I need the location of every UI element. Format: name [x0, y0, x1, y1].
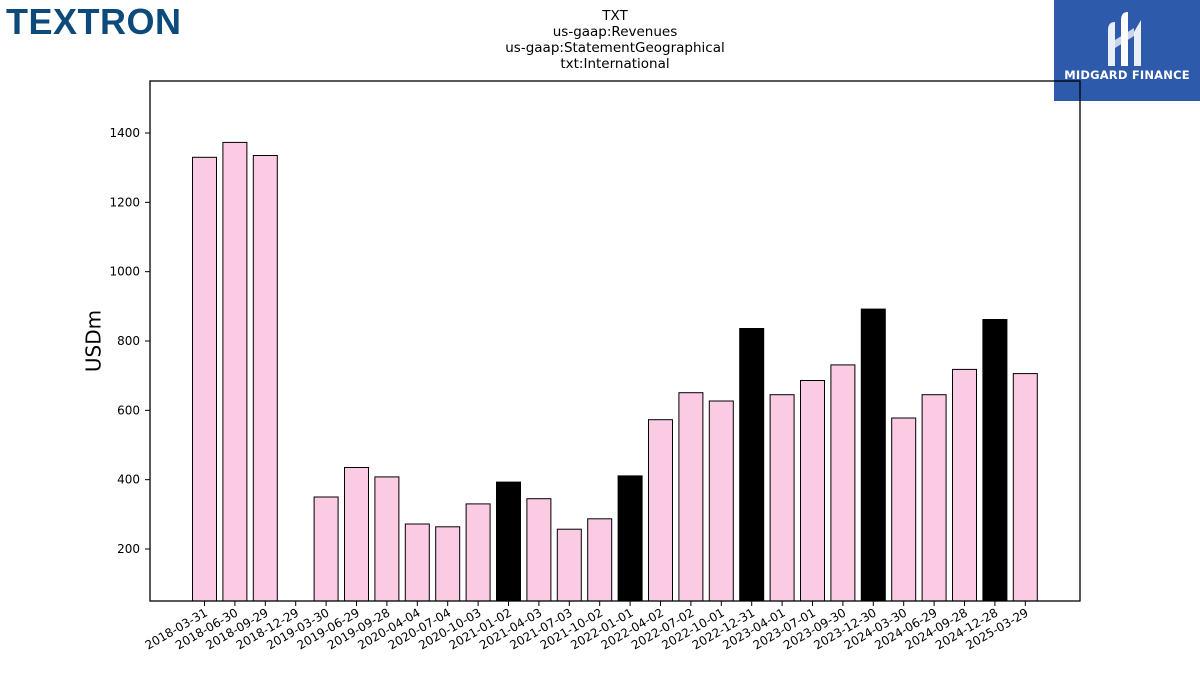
- y-tick-label: 1000: [109, 265, 140, 279]
- bar: [891, 417, 917, 602]
- bars-layer: [192, 141, 1038, 602]
- chart-title-line: TXT: [601, 8, 628, 24]
- bar: [526, 498, 552, 602]
- bar: [678, 392, 704, 602]
- bar: [404, 523, 430, 602]
- chart-title-line: us-gaap:Revenues: [553, 24, 678, 40]
- bar: [860, 308, 886, 602]
- bar: [830, 364, 856, 602]
- bar: [587, 518, 613, 602]
- bar: [617, 475, 643, 602]
- y-tick-label: 200: [117, 542, 140, 556]
- bar: [344, 467, 369, 602]
- bar: [435, 526, 461, 602]
- chart-title-line: us-gaap:StatementGeographical: [505, 40, 724, 56]
- bar: [921, 394, 947, 602]
- bar: [800, 380, 825, 602]
- bar: [192, 156, 217, 602]
- bar: [708, 400, 734, 602]
- bar: [739, 328, 765, 602]
- y-tick-label: 1400: [109, 126, 140, 140]
- bar: [313, 496, 339, 602]
- bar: [465, 503, 491, 602]
- midgard-m-icon: [1108, 12, 1141, 66]
- chart-title: TXTus-gaap:Revenuesus-gaap:StatementGeog…: [505, 8, 724, 72]
- x-axis: 2018-03-312018-06-302018-09-292018-12-29…: [143, 601, 1031, 652]
- bar: [648, 419, 673, 602]
- bar: [496, 481, 521, 602]
- y-tick-label: 600: [117, 403, 140, 417]
- y-axis-label: USDm: [82, 310, 106, 372]
- bar: [252, 155, 278, 602]
- textron-logo: TEXTRON: [6, 1, 182, 42]
- bar: [982, 319, 1008, 602]
- bar: [222, 141, 248, 602]
- midgard-brand-text: MIDGARD FINANCE: [1064, 68, 1190, 82]
- y-tick-label: 400: [117, 473, 140, 487]
- chart-title-line: txt:International: [560, 56, 669, 72]
- bar: [374, 476, 400, 602]
- y-tick-label: 1200: [109, 195, 140, 209]
- plot-frame: [149, 80, 1081, 602]
- y-axis: 200 400 600 800 1000 1200 1400: [109, 126, 150, 556]
- bar: [769, 394, 795, 602]
- y-tick-label: 800: [117, 334, 140, 348]
- midgard-finance-logo: MIDGARD FINANCE: [1054, 0, 1200, 101]
- bar: [556, 528, 582, 602]
- bar: [952, 368, 977, 602]
- bar: [1012, 373, 1038, 602]
